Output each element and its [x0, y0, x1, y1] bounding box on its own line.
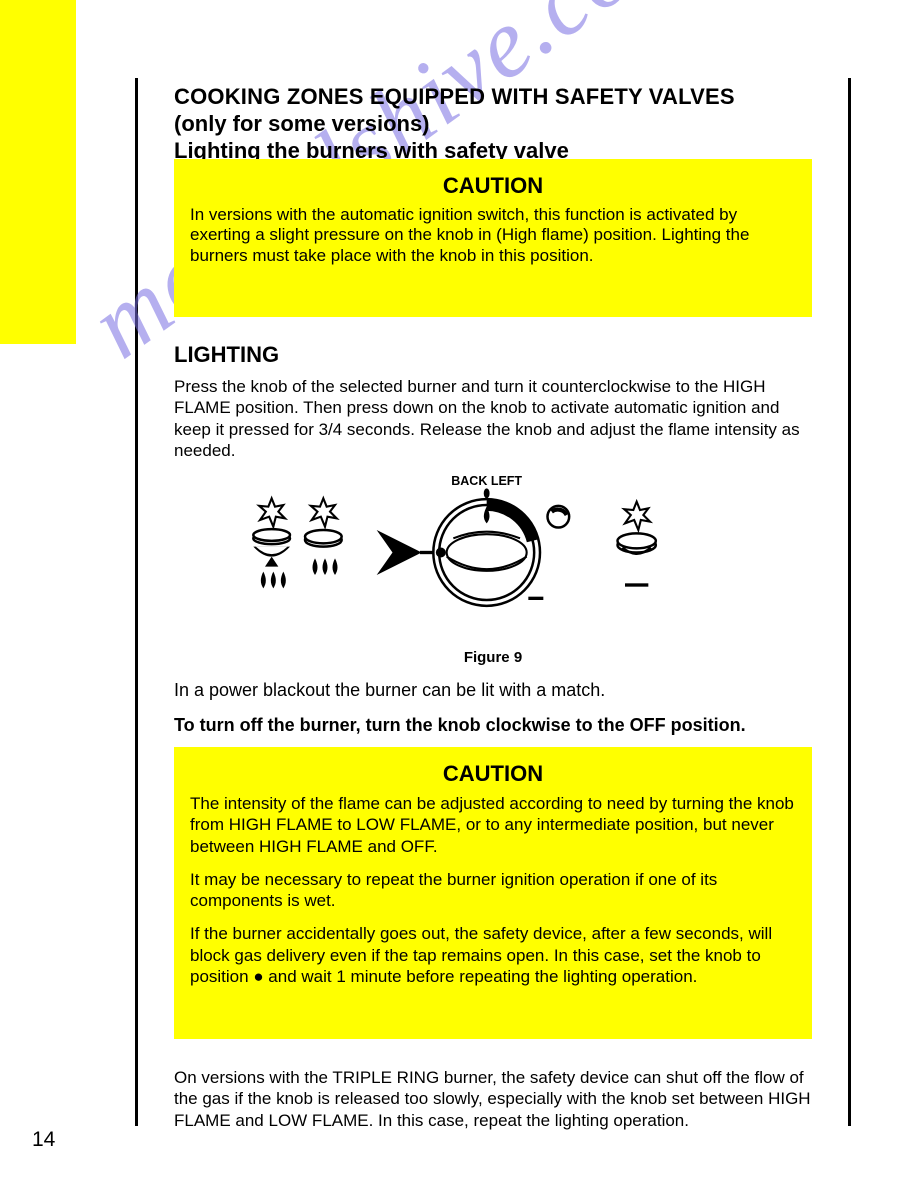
side-tab [0, 0, 76, 344]
caution-box-top: CAUTION In versions with the automatic i… [174, 159, 812, 317]
subsection-title: LIGHTING [174, 342, 279, 368]
caution-top-title: CAUTION [190, 173, 796, 199]
burner-knob-figure: BACK LEFT [200, 465, 760, 675]
heading-line-1: COOKING ZONES EQUIPPED WITH SAFETY VALVE… [174, 84, 735, 110]
caution-bottom-p2: It may be necessary to repeat the burner… [190, 869, 796, 912]
subsection-para-1: Press the knob of the selected burner an… [174, 376, 812, 461]
caution-bottom-title: CAUTION [190, 761, 796, 787]
vertical-rule-left [135, 78, 138, 1126]
heading-line-2: (only for some versions) [174, 111, 430, 137]
page-number: 14 [32, 1128, 55, 1152]
figure-top-label: BACK LEFT [451, 474, 522, 488]
caution-bottom-p3: If the burner accidentally goes out, the… [190, 923, 796, 987]
figure-caption: Figure 9 [174, 649, 812, 666]
subsection-para-3: To turn off the burner, turn the knob cl… [174, 715, 812, 736]
vertical-rule-right [848, 78, 851, 1126]
note-bottom: On versions with the TRIPLE RING burner,… [174, 1067, 812, 1131]
subsection-para-2: In a power blackout the burner can be li… [174, 680, 812, 701]
caution-top-text: In versions with the automatic ignition … [190, 205, 796, 266]
caution-box-bottom: CAUTION The intensity of the flame can b… [174, 747, 812, 1039]
caution-bottom-p1: The intensity of the flame can be adjust… [190, 793, 796, 857]
